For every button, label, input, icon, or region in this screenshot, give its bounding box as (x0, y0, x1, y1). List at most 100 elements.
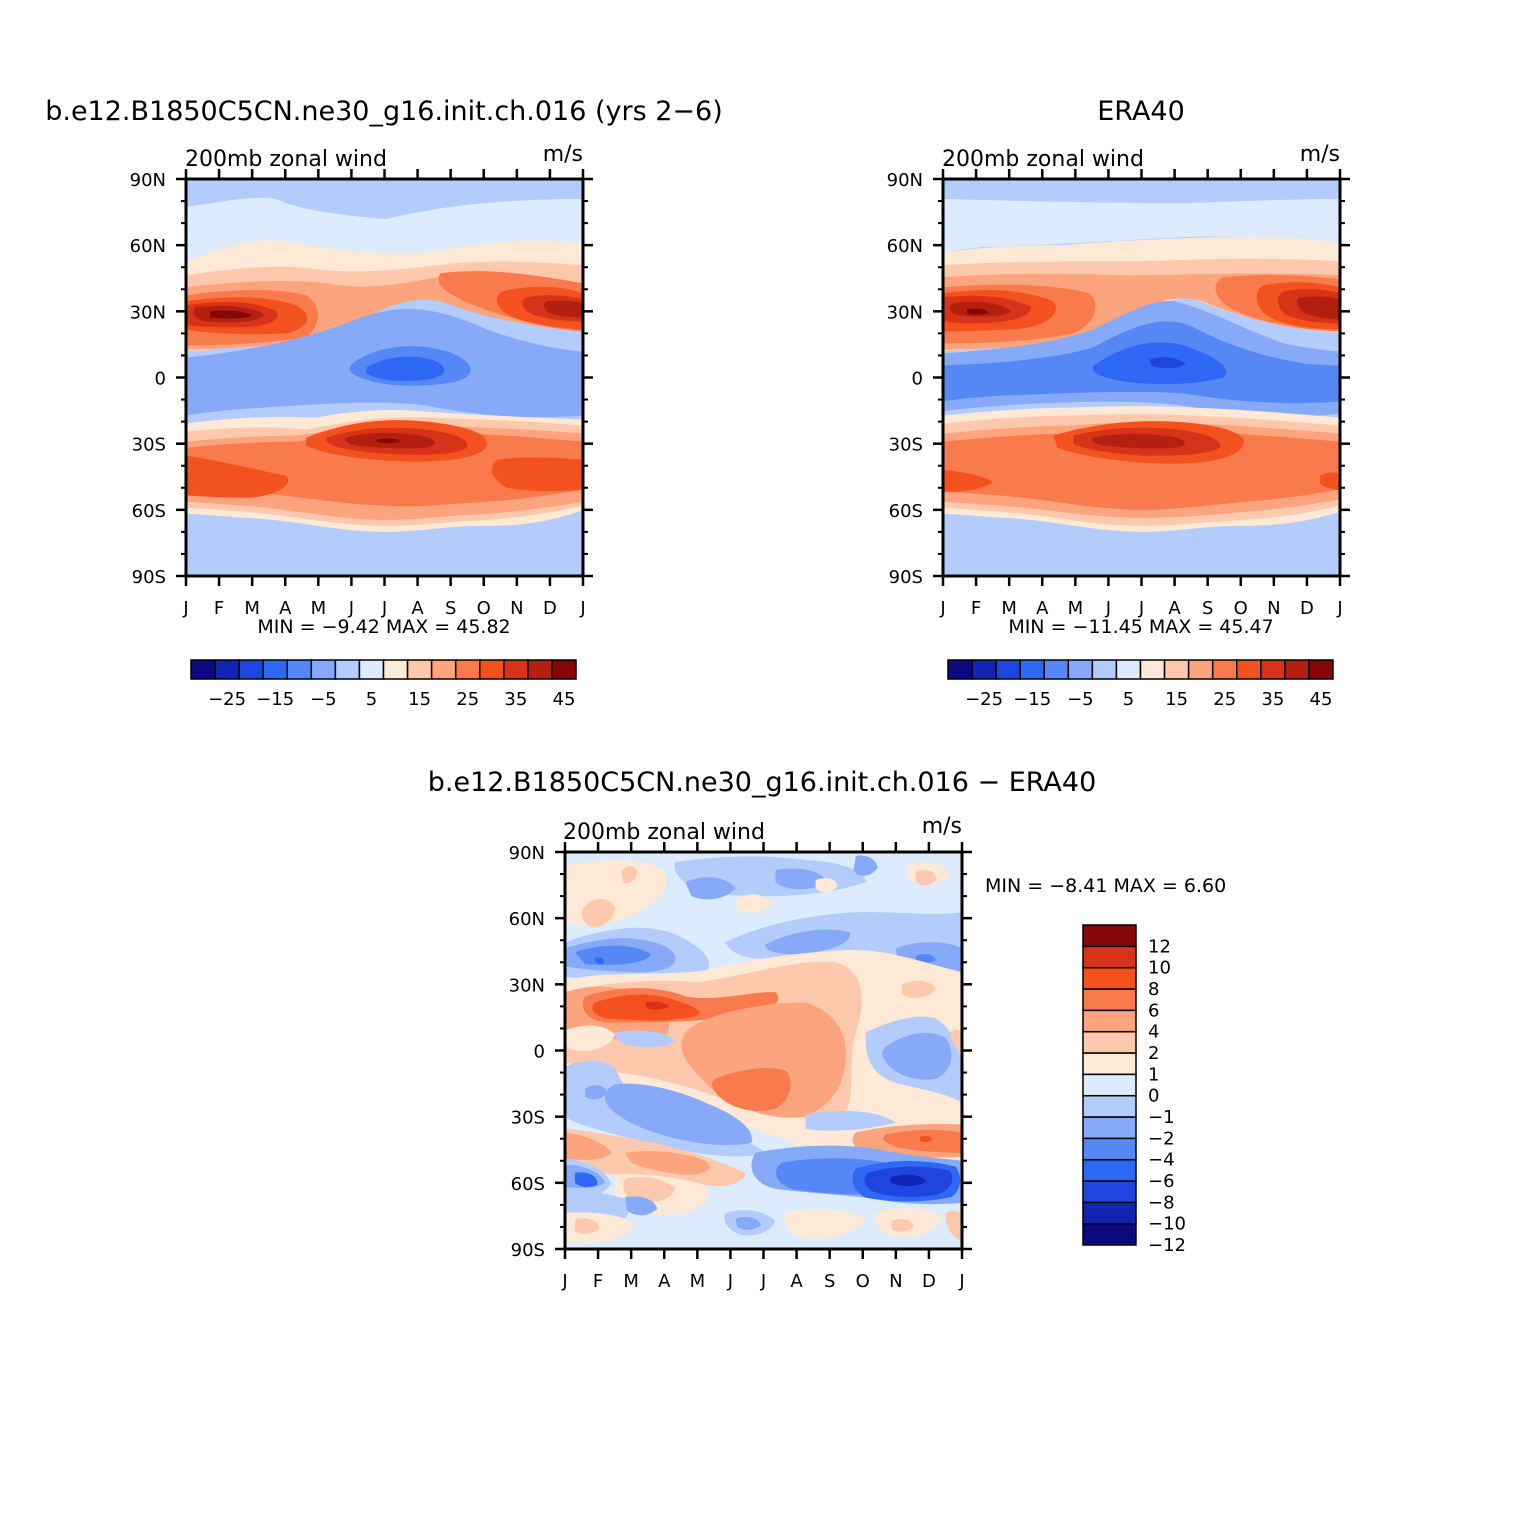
colorbar-swatch (1308, 659, 1334, 680)
y-tick-label: 60S (889, 501, 923, 522)
colorbar-swatch (1082, 945, 1137, 969)
colorbar-swatch (479, 659, 505, 680)
colorbar-swatch (1082, 1094, 1137, 1118)
x-tick-label: O (1234, 598, 1248, 619)
y-tick-label: 30S (132, 435, 166, 456)
y-tick-label: 30N (887, 302, 923, 323)
colorbar-label: −5 (310, 689, 337, 710)
panel-units: m/s (1300, 142, 1340, 167)
x-tick-label: J (727, 1271, 733, 1292)
y-tick-label: 0 (912, 369, 923, 390)
colorbar-label: 35 (504, 689, 527, 710)
colorbar-label: −25 (208, 689, 246, 710)
x-tick-label: J (348, 598, 354, 619)
y-tick-label: 30N (130, 302, 166, 323)
x-tick-label: M (1001, 598, 1017, 619)
colorbar-label: 4 (1148, 1022, 1159, 1043)
colorbar-swatch (1091, 659, 1118, 680)
colorbar-label: 25 (456, 689, 479, 710)
colorbar-swatch (1139, 659, 1166, 680)
y-tick-label: 30S (511, 1108, 545, 1129)
colorbar-swatch (1082, 1052, 1137, 1076)
colorbar-label: −1 (1148, 1107, 1175, 1128)
colorbar-label: 5 (366, 689, 377, 710)
colorbar-swatch (1236, 659, 1262, 680)
x-tick-label: O (477, 598, 491, 619)
x-tick-label: J (1105, 598, 1111, 619)
x-tick-label: M (1068, 598, 1084, 619)
colorbar-label: 0 (1148, 1086, 1159, 1107)
x-tick-label: M (311, 598, 327, 619)
x-tick-label: M (623, 1271, 639, 1292)
x-tick-label: F (593, 1271, 603, 1292)
colorbar-swatch (430, 659, 457, 680)
panel-left-label: 200mb zonal wind (563, 820, 765, 845)
panel-left-label: 200mb zonal wind (185, 147, 387, 172)
x-tick-label: A (790, 1271, 803, 1292)
colorbar-label: 6 (1148, 1000, 1159, 1021)
y-tick-label: 90N (509, 843, 545, 864)
x-tick-label: M (244, 598, 260, 619)
x-tick-label: J (939, 598, 945, 619)
panel-title: b.e12.B1850C5CN.ne30_g16.init.ch.016 − E… (428, 767, 1097, 798)
y-tick-label: 0 (534, 1042, 545, 1063)
contour-plot (565, 852, 962, 1249)
colorbar-label: 25 (1213, 689, 1236, 710)
colorbar-label: 2 (1148, 1043, 1159, 1064)
x-tick-label: F (971, 598, 981, 619)
colorbar-label: −2 (1148, 1128, 1175, 1149)
y-tick-label: 90S (511, 1240, 545, 1261)
colorbar-label: −12 (1148, 1235, 1186, 1256)
contour-plot (186, 179, 583, 576)
colorbar-swatch (1082, 1116, 1137, 1140)
colorbar-label: 5 (1123, 689, 1134, 710)
panel-stats: MIN = −11.45 MAX = 45.47 (1008, 616, 1273, 638)
colorbar-swatch (286, 659, 313, 680)
x-tick-label: A (411, 598, 424, 619)
x-tick-label: D (543, 598, 557, 619)
colorbar-swatch (1082, 1009, 1137, 1033)
x-tick-label: J (182, 598, 188, 619)
colorbar-swatch (190, 659, 216, 680)
contour-plot (943, 179, 1340, 576)
colorbar-label: 8 (1148, 979, 1159, 1000)
y-tick-label: 0 (155, 369, 166, 390)
y-tick-label: 90N (887, 170, 923, 191)
colorbar-swatch (1082, 1030, 1137, 1054)
colorbar-label: 15 (408, 689, 431, 710)
x-tick-label: D (922, 1271, 936, 1292)
panel-diff: b.e12.B1850C5CN.ne30_g16.init.ch.016 − E… (428, 767, 1226, 1292)
colorbar-label: −4 (1148, 1150, 1175, 1171)
x-tick-label: N (889, 1271, 902, 1292)
colorbar-label: 45 (1310, 689, 1333, 710)
x-tick-label: M (690, 1271, 706, 1292)
colorbar-label: 45 (553, 689, 576, 710)
colorbar-swatch (1019, 659, 1045, 680)
x-tick-label: J (579, 598, 585, 619)
colorbar-swatch (503, 659, 529, 680)
panel-title: ERA40 (1097, 96, 1185, 127)
colorbar-swatch (1115, 659, 1142, 680)
y-tick-label: 60S (132, 501, 166, 522)
x-tick-label: D (1300, 598, 1314, 619)
x-tick-label: F (214, 598, 224, 619)
colorbar-label: 15 (1165, 689, 1188, 710)
colorbar-swatch (1211, 659, 1238, 680)
colorbar-label: 12 (1148, 936, 1171, 957)
panel-model: b.e12.B1850C5CN.ne30_g16.init.ch.016 (yr… (45, 96, 723, 710)
colorbar-swatch (358, 659, 385, 680)
colorbar-label: 10 (1148, 958, 1171, 979)
colorbar: −25 −15 −5 5 15 25 35 45 (190, 659, 577, 710)
colorbar-swatch (1082, 988, 1137, 1012)
colorbar-swatch (1082, 1222, 1137, 1246)
colorbar-swatch (1284, 659, 1310, 680)
colorbar-swatch (1082, 1073, 1137, 1097)
x-tick-label: S (445, 598, 456, 619)
colorbar-swatch (382, 659, 409, 680)
colorbar-swatch (334, 659, 361, 680)
y-tick-label: 60N (887, 236, 923, 257)
x-tick-label: A (1036, 598, 1049, 619)
